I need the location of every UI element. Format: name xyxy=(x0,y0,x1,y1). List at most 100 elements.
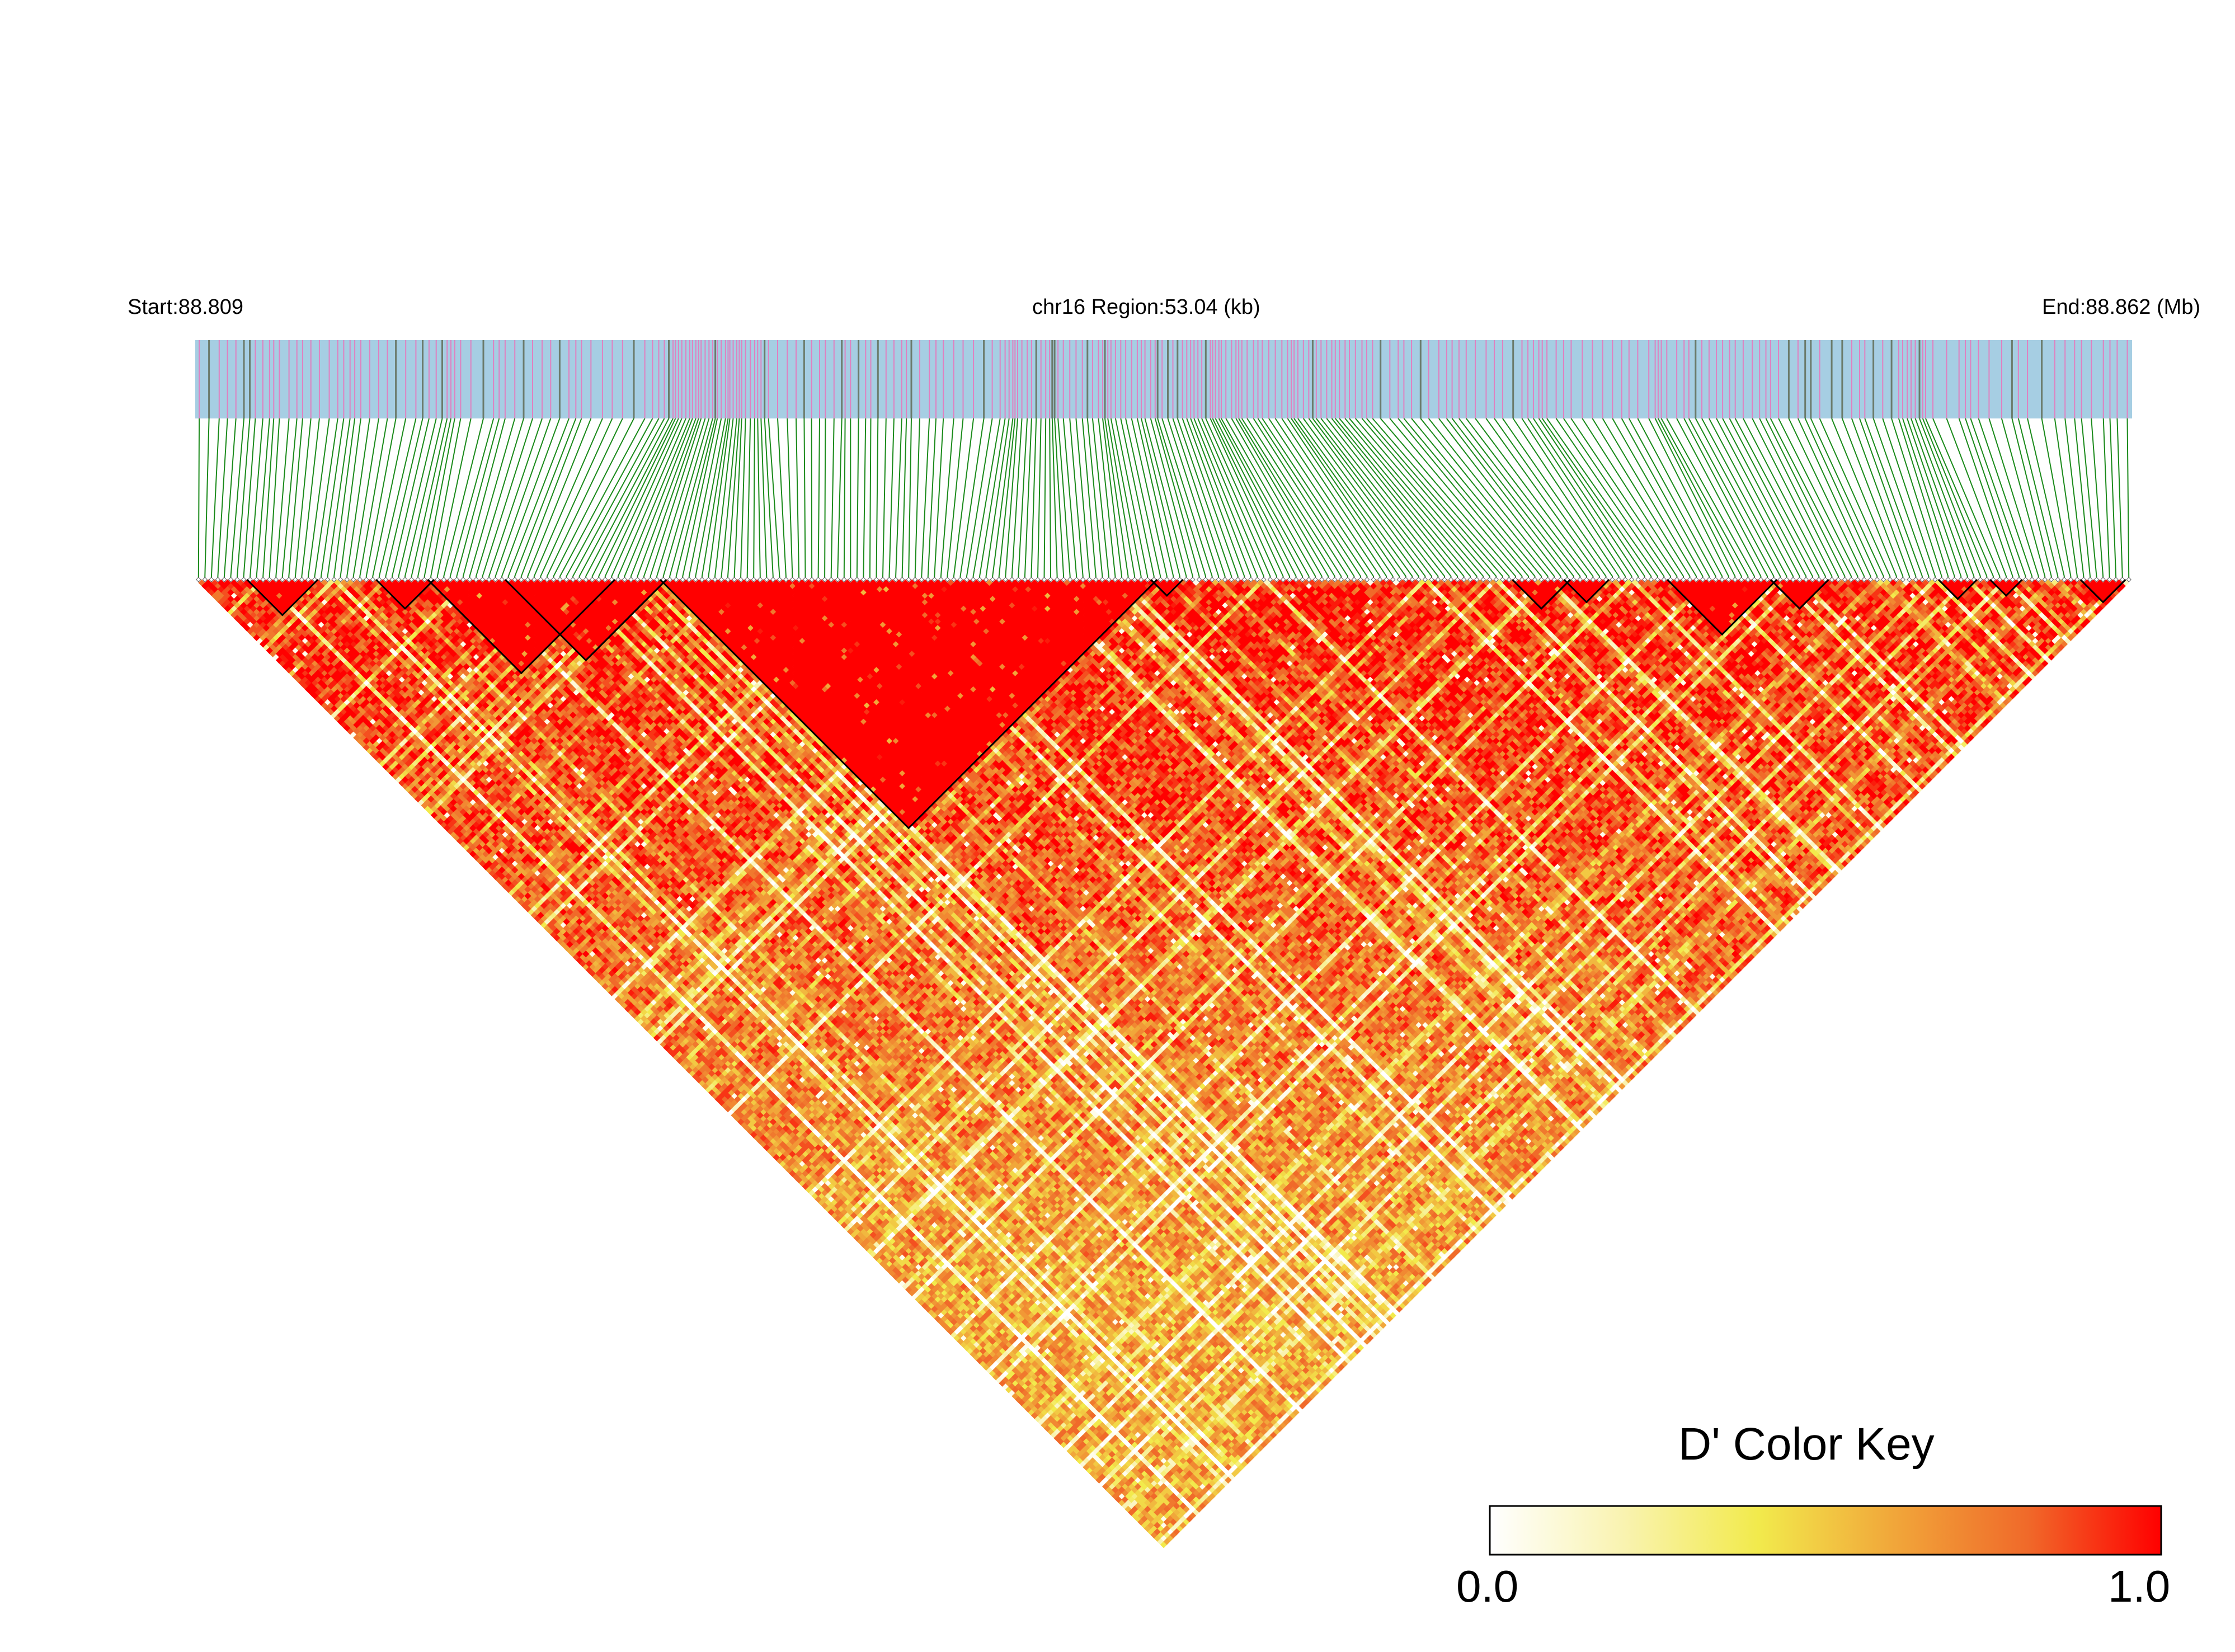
region-start-label: Start:88.809 xyxy=(128,295,244,319)
marker-connector xyxy=(1654,418,1736,580)
marker-connector xyxy=(1157,418,1206,580)
marker-connector xyxy=(1911,418,1968,580)
marker-connector xyxy=(449,418,495,580)
marker-connector xyxy=(830,418,835,580)
ld-block-outline xyxy=(1989,578,2023,597)
marker-connector xyxy=(230,418,244,580)
marker-connector xyxy=(863,418,867,580)
marker-connector xyxy=(288,418,303,580)
marker-connector xyxy=(1965,418,2020,580)
ld-block-outline xyxy=(1563,578,1610,604)
marker-connector xyxy=(1898,418,1949,580)
color-key-gradient-bar xyxy=(1489,1505,2162,1556)
marker-connector xyxy=(1326,418,1452,580)
annotation-bar-background xyxy=(195,340,2132,418)
marker-connector xyxy=(2109,418,2117,580)
ld-block-outline xyxy=(659,578,1158,830)
marker-connector xyxy=(1049,418,1051,580)
marker-connector xyxy=(1221,418,1310,580)
marker-connector xyxy=(777,418,787,580)
marker-connector xyxy=(210,418,220,580)
marker-connector xyxy=(2091,418,2104,580)
marker-connector xyxy=(1988,418,2039,580)
marker-connector xyxy=(837,418,843,580)
marker-connector xyxy=(256,418,270,580)
ld-block-outline xyxy=(1667,578,1778,636)
marker-connector xyxy=(1011,418,1023,580)
marker-connector xyxy=(1361,418,1497,580)
marker-connector xyxy=(1031,418,1037,580)
marker-connector xyxy=(250,418,264,580)
marker-connector xyxy=(740,418,746,580)
marker-connector xyxy=(908,418,912,580)
marker-connector xyxy=(1778,418,1858,580)
marker-connector xyxy=(1592,418,1691,580)
marker-connector xyxy=(327,418,351,580)
marker-connector xyxy=(972,418,1001,580)
marker-connector xyxy=(1752,418,1833,580)
marker-connector xyxy=(796,418,799,580)
marker-tick-marks xyxy=(199,340,2128,418)
marker-connector xyxy=(803,418,806,580)
marker-connector xyxy=(237,418,251,580)
marker-position-bar xyxy=(195,340,2132,418)
ld-block-outline xyxy=(375,578,435,610)
ld-block-outline xyxy=(2079,578,2126,604)
marker-connector xyxy=(1238,418,1335,580)
marker-connector xyxy=(1081,418,1097,580)
marker-connector xyxy=(204,418,210,580)
marker-connector xyxy=(604,418,679,580)
marker-connector xyxy=(1144,418,1187,580)
marker-connector xyxy=(914,418,920,580)
color-key-title: D' Color Key xyxy=(1678,1419,1935,1470)
marker-connector xyxy=(1533,418,1639,580)
marker-connector xyxy=(869,418,872,580)
marker-connector xyxy=(817,418,820,580)
marker-connector xyxy=(1555,418,1665,580)
marker-connector xyxy=(1308,418,1426,580)
marker-connector xyxy=(630,418,693,580)
marker-connector xyxy=(947,418,964,580)
marker-connector xyxy=(856,418,859,580)
ld-heatmap-triangle xyxy=(196,577,2132,1549)
ld-block-outline xyxy=(1512,578,1571,610)
marker-connector xyxy=(553,418,634,580)
marker-connector xyxy=(2074,418,2091,580)
marker-connector xyxy=(940,418,954,580)
marker-connector xyxy=(507,418,570,580)
marker-connector xyxy=(921,418,930,580)
marker-connector xyxy=(768,418,780,580)
marker-connector xyxy=(321,418,345,580)
marker-connector xyxy=(1743,418,1826,580)
marker-connector xyxy=(787,418,793,580)
marker-connector xyxy=(1182,418,1239,580)
marker-connector xyxy=(934,418,944,580)
marker-connector xyxy=(1701,418,1787,580)
marker-connector xyxy=(1069,418,1084,580)
marker-connector xyxy=(1716,418,1800,580)
marker-connector xyxy=(753,418,755,580)
marker-connector xyxy=(372,418,407,580)
marker-connector xyxy=(843,418,846,580)
ld-block-outlines xyxy=(246,578,2126,830)
marker-connector xyxy=(1335,418,1465,580)
ld-cells-group xyxy=(201,579,2126,980)
ld-block-outline xyxy=(1770,578,1829,610)
ld-block-outline xyxy=(1937,578,1978,600)
marker-connector xyxy=(281,418,298,580)
marker-connector xyxy=(1075,418,1090,580)
marker-connector xyxy=(1141,418,1180,580)
marker-connector xyxy=(365,418,397,580)
color-key-min-label: 0.0 xyxy=(1456,1561,1519,1611)
marker-connector xyxy=(333,418,356,580)
marker-connector xyxy=(1062,418,1077,580)
marker-diamond-row xyxy=(196,577,2132,582)
ld-block-outline xyxy=(1150,578,1184,597)
marker-connector xyxy=(1150,418,1193,580)
marker-connector xyxy=(746,418,751,580)
marker-connector xyxy=(888,418,895,580)
ld-block-outline xyxy=(504,578,667,662)
marker-connector xyxy=(1688,418,1775,580)
marker-connector-lines xyxy=(197,418,2130,580)
marker-connector xyxy=(1648,418,1729,580)
